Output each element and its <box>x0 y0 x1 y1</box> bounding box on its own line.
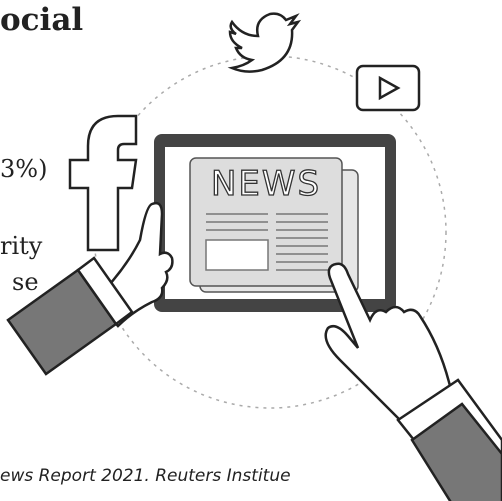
twitter-icon <box>227 12 302 73</box>
right-sleeve <box>410 402 502 501</box>
video-icon <box>355 64 421 112</box>
right-hand <box>324 262 452 422</box>
text-line: se <box>12 268 39 296</box>
title: ocial <box>0 2 84 38</box>
facebook-icon <box>68 114 138 252</box>
newspaper-lines <box>206 213 328 271</box>
play-icon <box>378 75 401 101</box>
source-note: ews Report 2021. Reuters Institue <box>0 466 291 486</box>
newspaper-title: NEWS <box>211 164 321 204</box>
text-line: rity <box>0 232 43 260</box>
left-cuff <box>76 256 134 326</box>
newspaper-photo <box>205 239 269 271</box>
text-line: 3%) <box>0 155 48 183</box>
